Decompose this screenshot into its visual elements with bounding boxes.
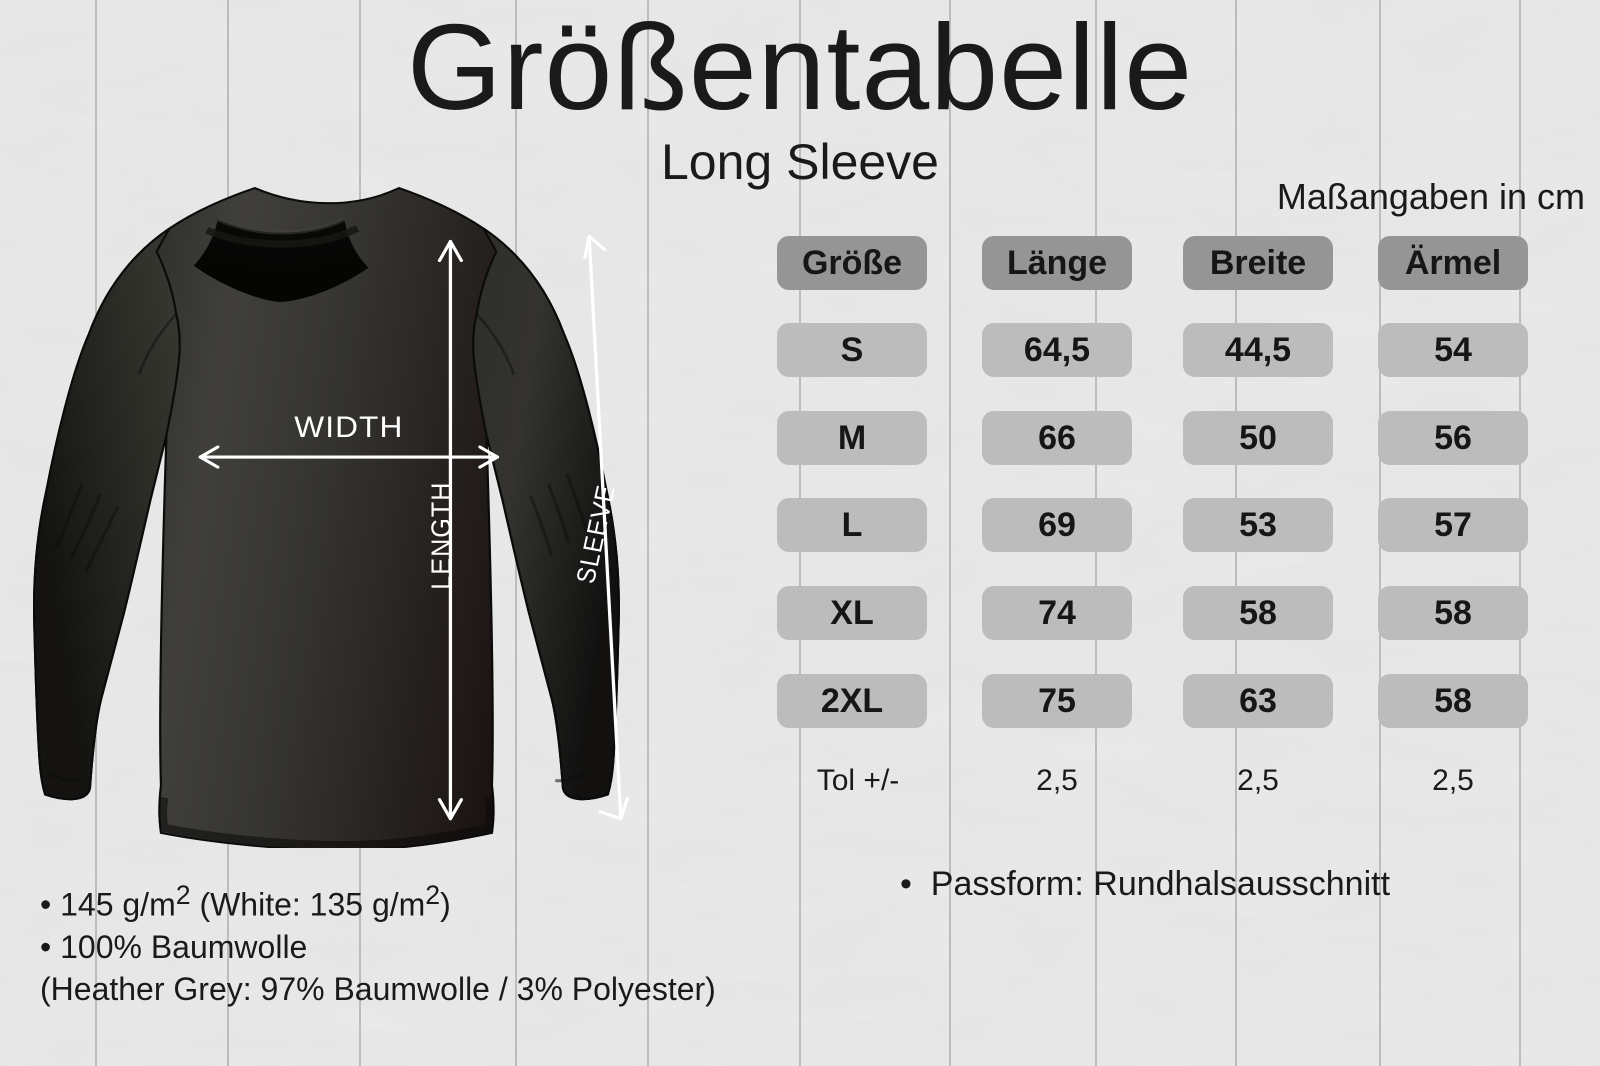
- svg-text:LENGTH: LENGTH: [425, 482, 456, 590]
- svg-text:WIDTH: WIDTH: [294, 411, 403, 444]
